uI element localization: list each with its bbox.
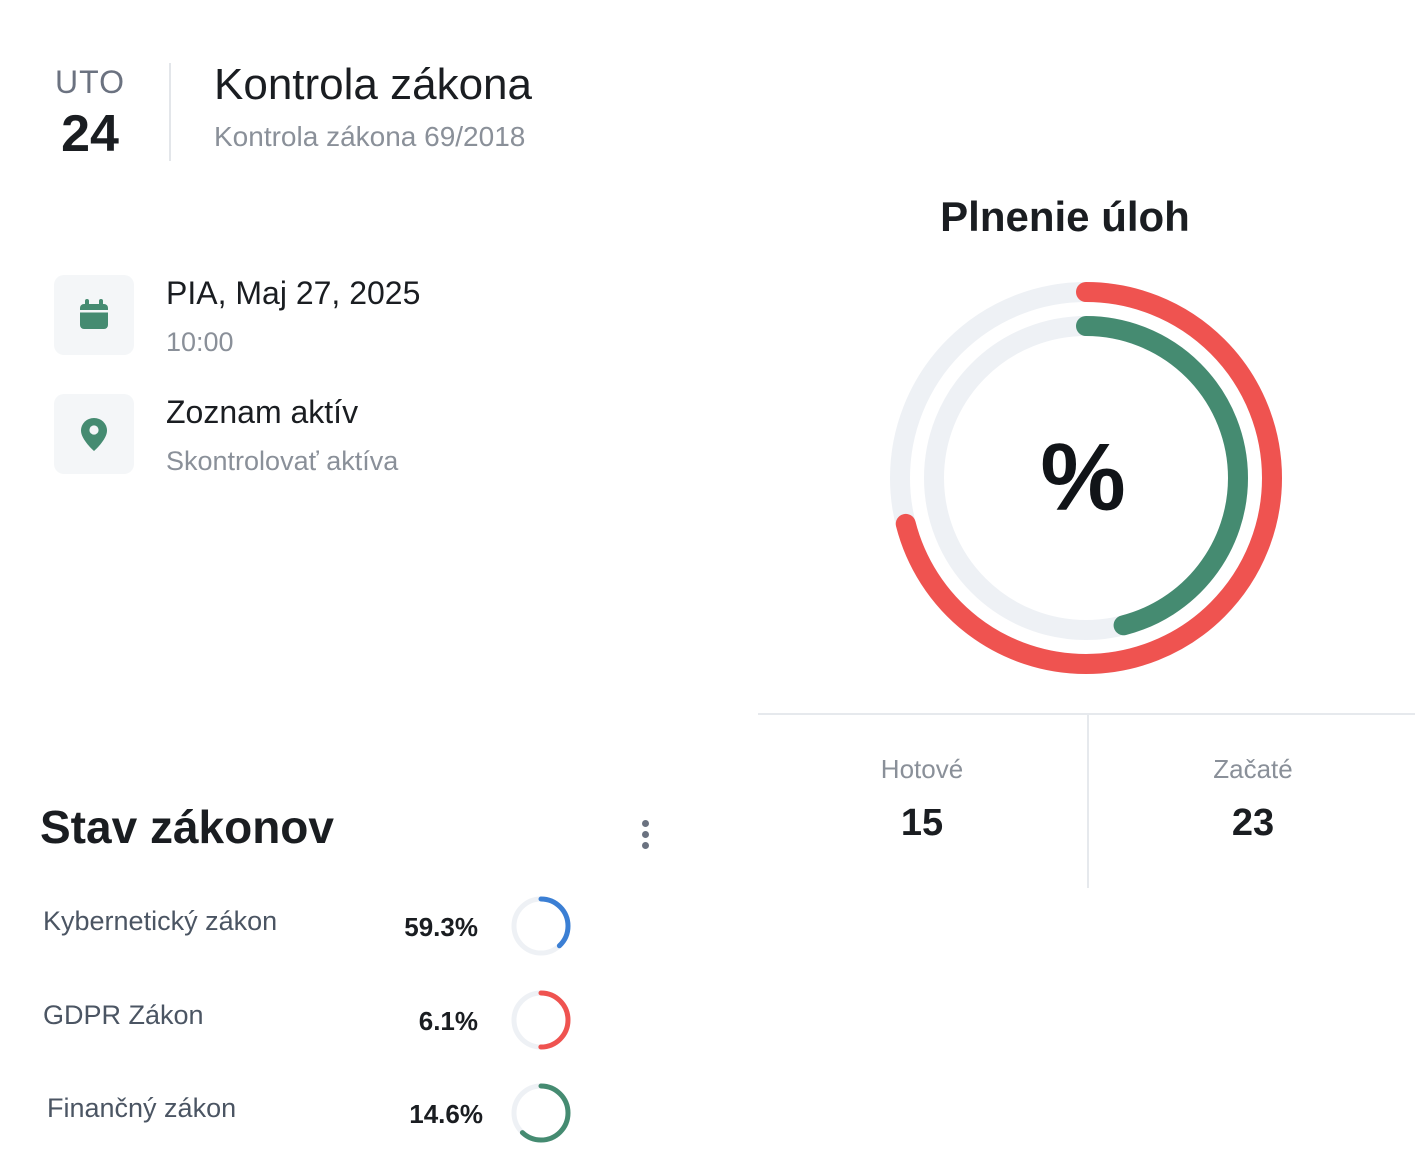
more-vertical-icon-dot bbox=[642, 831, 649, 838]
law-progress-ring bbox=[511, 1083, 571, 1143]
day-badge: UTO 24 bbox=[40, 60, 140, 164]
law-percent: 59.3% bbox=[404, 912, 478, 942]
law-name: Finančný zákon bbox=[47, 1093, 237, 1123]
location-name: Zoznam aktív bbox=[166, 394, 359, 430]
law-name: GDPR Zákon bbox=[43, 1000, 204, 1030]
stat-started-label: Začaté bbox=[1213, 754, 1293, 784]
law-row: GDPR Zákon 6.1% bbox=[0, 984, 640, 1054]
calendar-icon-box bbox=[54, 275, 134, 355]
law-ring-arc bbox=[511, 1083, 571, 1143]
more-vertical-icon-dot bbox=[642, 842, 649, 849]
event-title: Kontrola zákona bbox=[214, 60, 532, 109]
law-name: Kybernetický zákon bbox=[43, 906, 278, 936]
stat-started: Začaté 23 bbox=[1087, 715, 1415, 888]
task-stats: Hotové 15 Začaté 23 bbox=[758, 713, 1415, 890]
schedule-time: 10:00 bbox=[166, 327, 234, 357]
law-ring-arc bbox=[511, 990, 571, 1050]
schedule-date: PIA, Maj 27, 2025 bbox=[166, 275, 421, 311]
outer-ring-arc bbox=[890, 282, 1282, 674]
stat-done-label: Hotové bbox=[880, 754, 964, 784]
laws-title: Stav zákonov bbox=[40, 801, 334, 853]
law-percent: 14.6% bbox=[409, 1099, 483, 1129]
map-pin-icon-box bbox=[54, 394, 134, 474]
calendar-icon bbox=[80, 299, 108, 329]
stat-done-value: 15 bbox=[900, 802, 944, 844]
location-row: Zoznam aktív Skontrolovať aktíva bbox=[54, 394, 654, 476]
stat-started-value: 23 bbox=[1231, 802, 1275, 844]
more-options-button[interactable] bbox=[630, 812, 662, 856]
progress-rings-svg bbox=[890, 282, 1282, 674]
schedule-row: PIA, Maj 27, 2025 10:00 bbox=[54, 275, 654, 357]
location-description: Skontrolovať aktíva bbox=[166, 446, 399, 476]
event-subtitle: Kontrola zákona 69/2018 bbox=[214, 121, 526, 152]
law-progress-ring bbox=[511, 990, 571, 1050]
map-pin-icon bbox=[81, 418, 107, 451]
law-percent: 6.1% bbox=[418, 1006, 478, 1036]
stat-done: Hotové 15 bbox=[758, 715, 1086, 888]
law-ring-arc bbox=[511, 896, 571, 956]
task-progress-title: Plnenie úloh bbox=[940, 193, 1190, 240]
law-progress-ring bbox=[511, 896, 571, 956]
day-name: UTO bbox=[55, 64, 125, 100]
law-row: Kybernetický zákon 59.3% bbox=[0, 890, 640, 960]
day-number: 24 bbox=[61, 105, 119, 163]
inner-ring-arc bbox=[924, 316, 1248, 640]
more-vertical-icon-dot bbox=[642, 820, 649, 827]
header-divider bbox=[169, 63, 171, 161]
law-row: Finančný zákon 14.6% bbox=[0, 1077, 640, 1147]
task-progress-ring: % bbox=[888, 280, 1288, 680]
event-header: UTO 24 Kontrola zákona Kontrola zákona 6… bbox=[40, 60, 660, 164]
progress-center-label: % bbox=[1040, 424, 1126, 531]
